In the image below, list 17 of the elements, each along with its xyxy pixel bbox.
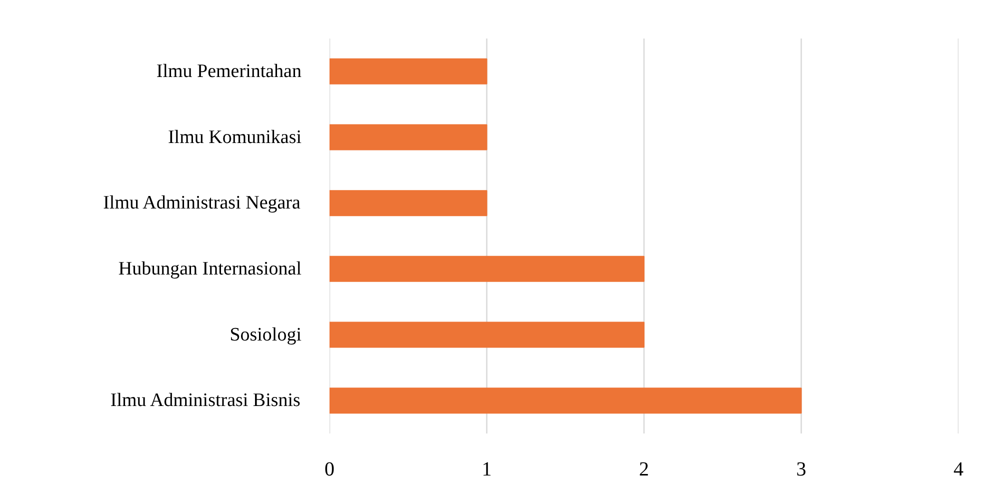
x-tick-label: 4	[954, 458, 964, 480]
x-tick-label: 2	[639, 458, 649, 480]
bar	[330, 256, 644, 282]
x-tick-label: 3	[796, 458, 806, 480]
bar	[330, 190, 488, 216]
bar	[330, 388, 802, 414]
y-tick-label: Sosiologi	[230, 324, 302, 346]
y-tick-label: Ilmu Administrasi Negara	[103, 192, 302, 214]
x-tick-label: 1	[482, 458, 492, 480]
y-tick-label: Ilmu Komunikasi	[168, 126, 302, 148]
y-tick-label: Ilmu Pemerintahan	[156, 60, 302, 82]
x-tick-label: 0	[324, 458, 334, 480]
y-tick-label: Ilmu Administrasi Bisnis	[110, 390, 300, 412]
y-tick-label: Hubungan Internasional	[118, 258, 302, 280]
bar	[330, 58, 488, 84]
bar	[330, 322, 644, 348]
bar	[330, 124, 488, 150]
